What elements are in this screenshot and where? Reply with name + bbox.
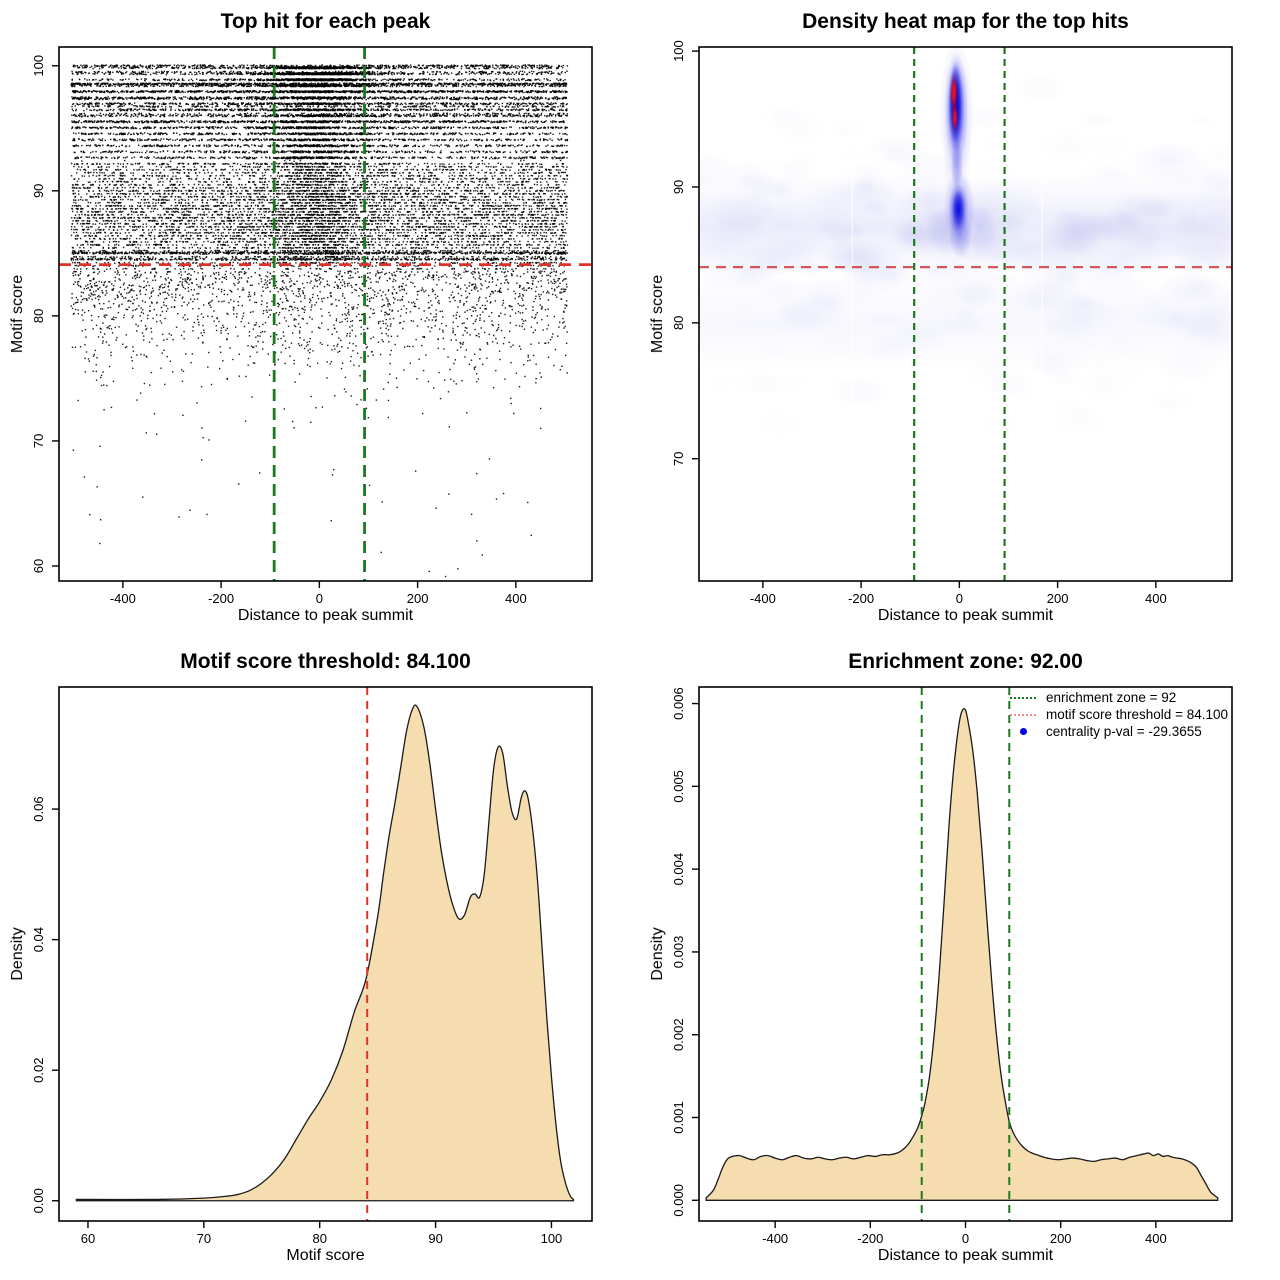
legend-label: enrichment zone = 92 — [1046, 690, 1177, 705]
panel-motif-score-density: Motif score threshold: 84.100 Motif scor… — [0, 640, 640, 1280]
y-axis-label: Motif score — [649, 274, 666, 354]
panel-title: Enrichment zone: 92.00 — [848, 650, 1083, 673]
panel-heatmap-top-hits: Density heat map for the top hits Distan… — [640, 0, 1280, 640]
panel-title: Top hit for each peak — [220, 10, 431, 33]
panel-distance-density: Enrichment zone: 92.00 Distance to peak … — [640, 640, 1280, 1280]
distance-density-canvas — [640, 640, 1280, 1280]
legend-label: motif score threshold = 84.100 — [1046, 707, 1228, 722]
panel-scatter-top-hits: Top hit for each peak Distance to peak s… — [0, 0, 640, 640]
y-axis-label: Density — [649, 927, 666, 981]
heatmap-canvas — [640, 0, 1280, 640]
y-axis-label: Motif score — [9, 274, 26, 354]
y-axis-label: Density — [9, 927, 26, 981]
x-axis-label: Distance to peak summit — [237, 607, 414, 624]
plot-legend: enrichment zone = 92 motif score thresho… — [1010, 689, 1228, 740]
legend-item-motif-threshold: motif score threshold = 84.100 — [1010, 706, 1228, 723]
panel-title: Density heat map for the top hits — [802, 10, 1129, 33]
x-axis-label: Motif score — [286, 1247, 365, 1264]
scatter-plot-canvas — [0, 0, 640, 640]
dotted-red-line-swatch — [1010, 713, 1037, 716]
legend-item-centrality-pval: centrality p-val = -29.3655 — [1010, 723, 1228, 740]
legend-label: centrality p-val = -29.3655 — [1046, 724, 1202, 739]
legend-item-enrichment-zone: enrichment zone = 92 — [1010, 689, 1228, 706]
blue-dot-swatch — [1010, 728, 1036, 735]
panel-title: Motif score threshold: 84.100 — [180, 650, 471, 673]
x-axis-label: Distance to peak summit — [877, 607, 1054, 624]
dotted-green-line-swatch — [1010, 696, 1037, 699]
x-axis-label: Distance to peak summit — [877, 1247, 1054, 1264]
score-density-canvas — [0, 640, 640, 1280]
